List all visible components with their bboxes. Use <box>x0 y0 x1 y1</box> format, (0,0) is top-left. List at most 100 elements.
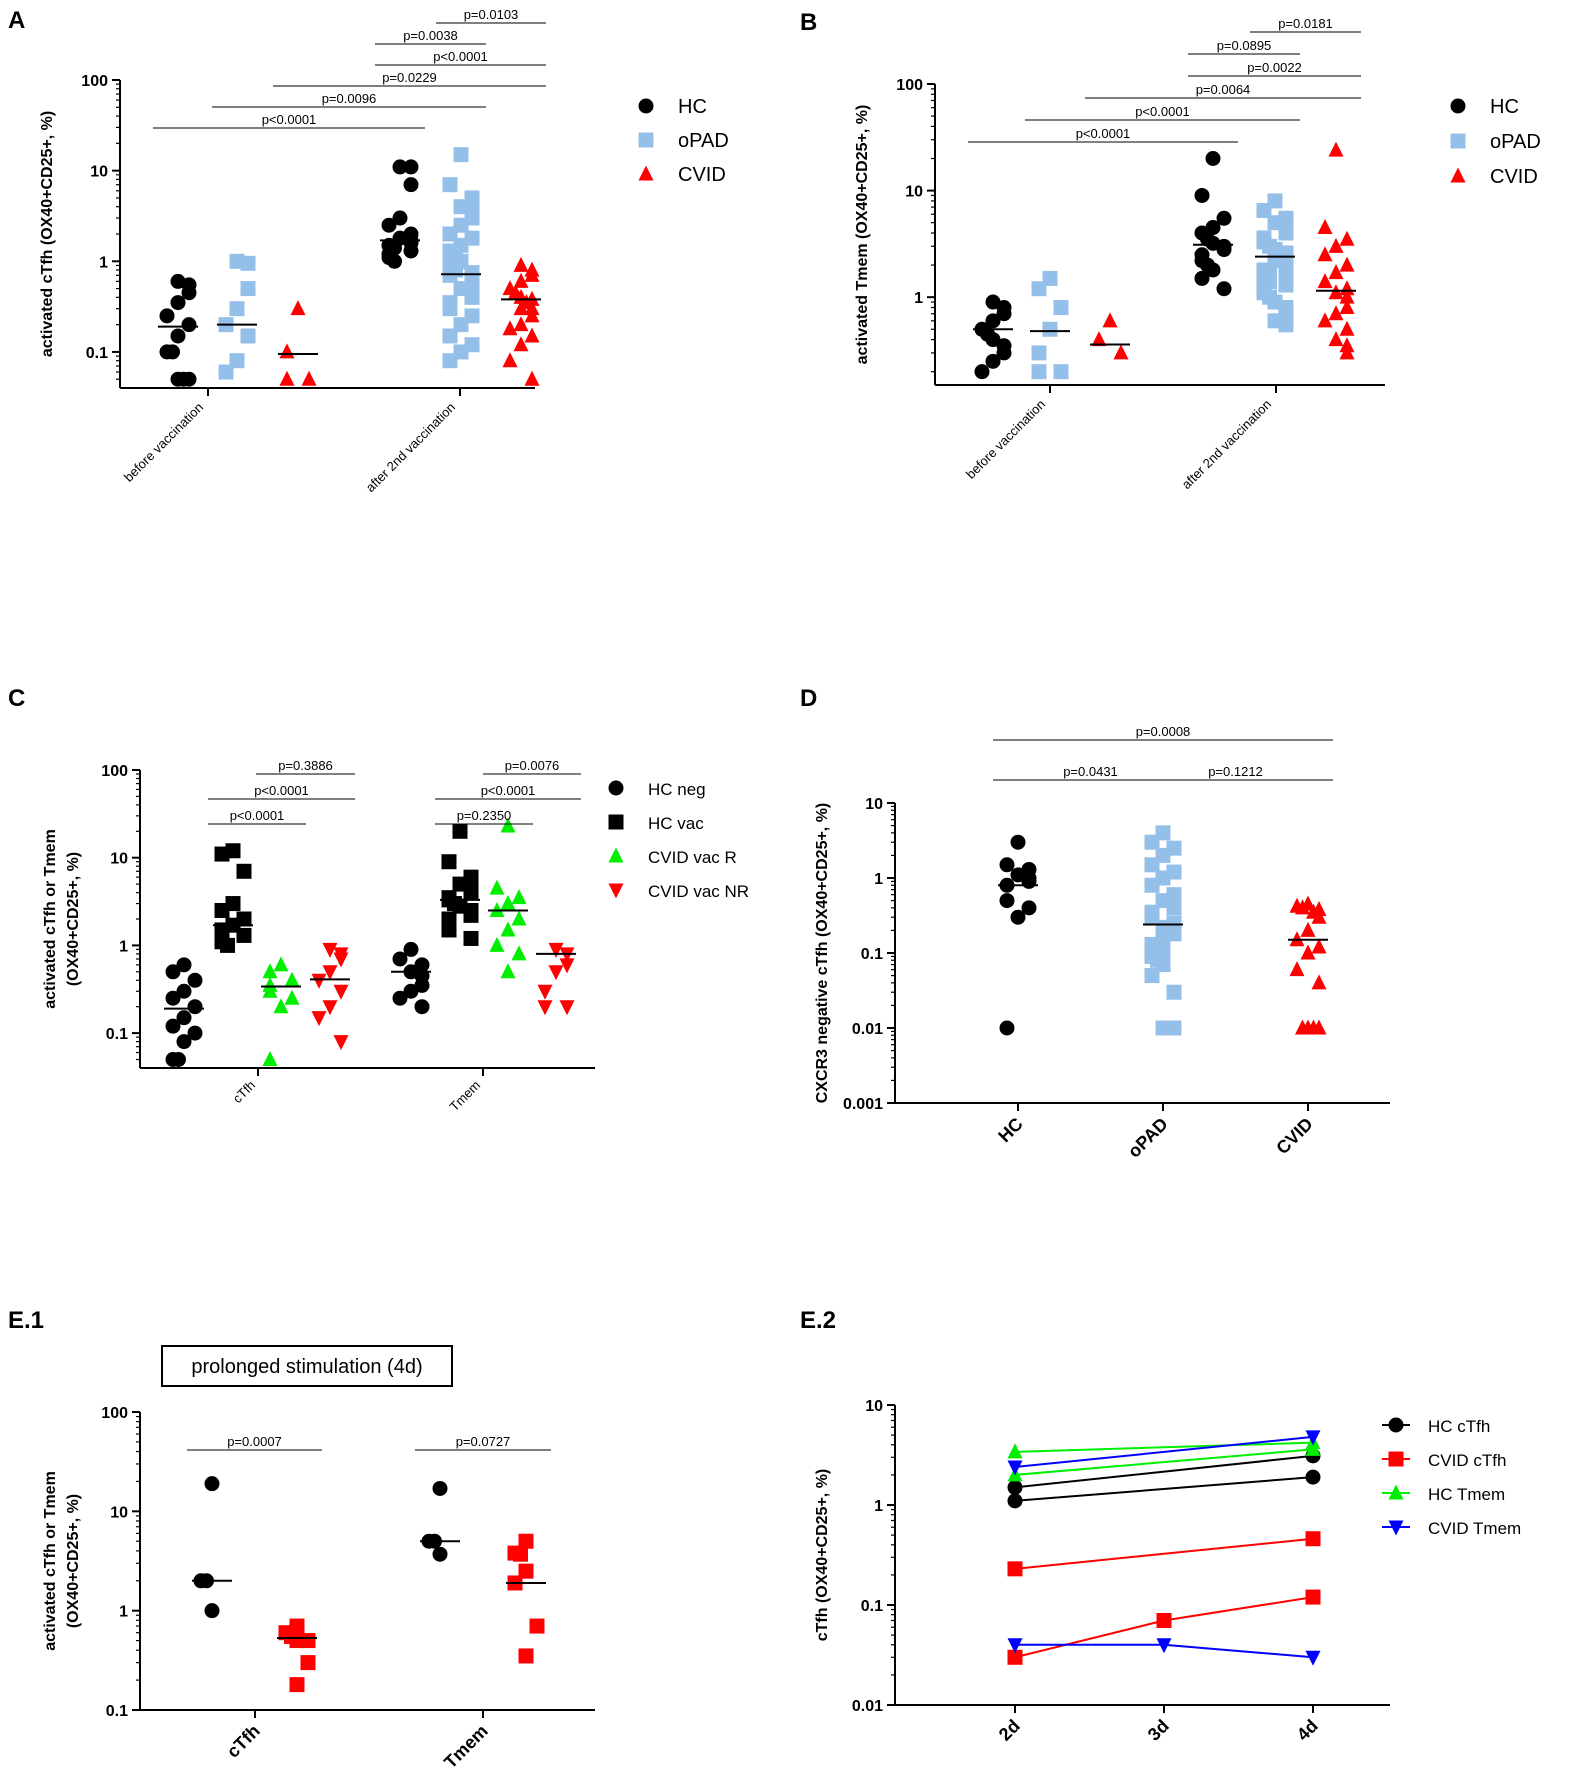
x-category-label: HC <box>994 1114 1027 1147</box>
data-point <box>463 907 479 923</box>
p-value-label: p<0.0001 <box>230 808 285 823</box>
data-point <box>1317 246 1333 262</box>
data-point <box>403 941 419 957</box>
x-category-label: 2d <box>995 1716 1024 1745</box>
data-point <box>463 930 479 946</box>
p-value-label: p<0.0001 <box>1135 104 1190 119</box>
y-tick-label: 0.1 <box>86 345 108 362</box>
y-tick-label: 0.1 <box>861 1598 883 1615</box>
p-value-label: p=0.0022 <box>1247 60 1302 75</box>
data-point <box>1339 299 1355 315</box>
group-hc <box>998 834 1038 1036</box>
group-opad <box>1143 825 1183 1036</box>
legend-label-opad: oPAD <box>678 130 729 152</box>
legend-marker <box>1388 1484 1404 1500</box>
y-axis-title: activated cTfh or Tmem <box>42 1471 59 1651</box>
data-point <box>176 1010 192 1026</box>
p-value-label: p=0.0895 <box>1217 38 1272 53</box>
data-point <box>974 364 990 380</box>
x-category-label: after 2nd vaccination <box>1179 397 1274 492</box>
panel-d: D 10 1 0.1 0.01 0.001 HC oPAD CVID CXCR3 negative… <box>800 685 1390 1162</box>
y-tick-label: 10 <box>90 164 108 181</box>
data-point <box>1311 908 1327 924</box>
series-hc-tmem <box>1007 1434 1321 1459</box>
x-category-label: after 2nd vaccination <box>363 400 458 495</box>
legend-marker <box>1388 1451 1404 1467</box>
data-point <box>300 1633 316 1649</box>
data-point <box>414 999 430 1015</box>
data-point <box>1166 900 1182 916</box>
y-tick-label: 1 <box>99 254 108 271</box>
data-point <box>284 971 300 987</box>
legend-marker <box>1450 167 1466 183</box>
data-point <box>1300 921 1316 937</box>
data-point <box>1205 262 1221 278</box>
data-point <box>1007 1443 1023 1459</box>
data-point <box>403 177 419 193</box>
p-value-label: p=0.0181 <box>1278 16 1333 31</box>
data-point <box>513 300 529 316</box>
data-point <box>204 1603 220 1619</box>
data-point <box>229 353 245 369</box>
p-value-label: p<0.0001 <box>254 783 309 798</box>
legend-label-hc-ctfh: HC cTfh <box>1428 1417 1490 1436</box>
p-value-label: p=0.0076 <box>505 758 560 773</box>
data-point <box>1007 1460 1023 1476</box>
group-cvid-ctfh-ctfh <box>277 1618 317 1693</box>
data-point <box>1144 834 1160 850</box>
data-point <box>1305 1589 1321 1605</box>
data-point <box>311 1011 327 1027</box>
x-category-label: 4d <box>1293 1716 1322 1745</box>
data-point <box>1317 312 1333 328</box>
y-tick-label: 1 <box>119 1604 128 1621</box>
data-point <box>996 345 1012 361</box>
data-point <box>559 1000 575 1016</box>
data-point <box>1042 321 1058 337</box>
data-point <box>403 983 419 999</box>
data-point <box>1031 364 1047 380</box>
series-line <box>1014 1537 1314 1570</box>
group-cvid-vac-r-tmem <box>488 817 528 979</box>
data-point <box>187 999 203 1015</box>
data-point <box>524 266 540 282</box>
data-point <box>301 370 317 386</box>
group-hc-after-2nd-vaccination <box>1193 151 1233 297</box>
data-point <box>1007 1493 1023 1509</box>
y-tick-label: 0.01 <box>852 1021 883 1038</box>
x-category-label: oPAD <box>1124 1114 1172 1162</box>
legend: HC oPAD CVID <box>1450 96 1541 188</box>
data-point <box>442 226 458 242</box>
data-point <box>489 936 505 952</box>
data-point <box>1007 1561 1023 1577</box>
y-tick-label: 10 <box>110 851 128 868</box>
data-point <box>176 371 191 387</box>
y-tick-label: 10 <box>905 184 923 201</box>
y-axis-title: activated cTfh (OX40+CD25+, %) <box>39 111 56 357</box>
data-point <box>999 1020 1015 1036</box>
data-point <box>392 990 408 1006</box>
legend-marker <box>608 814 624 830</box>
data-point <box>392 210 408 226</box>
legend-marker <box>608 780 624 796</box>
data-point <box>502 320 518 336</box>
panel-e2: E.2 10 1 0.1 0.01 2d 3d 4d cTfh (OX40+CD25+, %) H… <box>800 1307 1521 1745</box>
data-point <box>220 937 235 953</box>
group-hc-neg-tmem <box>391 941 431 1015</box>
data-point <box>537 1000 553 1016</box>
data-point <box>442 301 458 317</box>
data-point <box>289 1677 305 1693</box>
data-point <box>513 256 529 272</box>
legend-label-cvid-vac-r: CVID vac R <box>648 848 737 867</box>
p-value-label: p=0.0064 <box>1196 82 1251 97</box>
group-hc-before-vaccination <box>158 273 198 387</box>
data-point <box>1156 1638 1172 1654</box>
data-point <box>996 306 1012 322</box>
data-point <box>181 317 197 333</box>
data-point <box>236 863 252 879</box>
data-point <box>187 1025 203 1041</box>
data-point <box>442 328 458 344</box>
panel-label: E.1 <box>8 1307 44 1334</box>
data-point <box>1305 1531 1321 1547</box>
data-point <box>165 1018 181 1034</box>
